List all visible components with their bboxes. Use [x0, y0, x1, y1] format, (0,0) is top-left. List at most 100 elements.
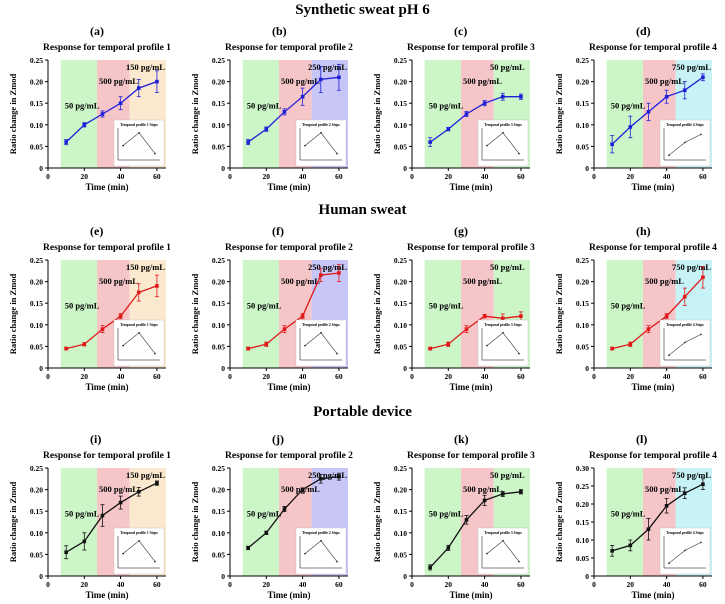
y-axis-label: Ratio change in Zmod [190, 481, 200, 562]
y-tick-label: 0.25 [576, 56, 589, 65]
region-label: 50 pg/mL [611, 509, 646, 519]
inset-box [477, 119, 529, 167]
data-point [610, 549, 614, 553]
y-axis-label: Ratio change in Zmod [8, 73, 18, 154]
series-line [429, 491, 521, 568]
y-tick-label: 0.10 [394, 321, 407, 330]
region-label: 50 pg/mL [490, 62, 525, 72]
y-tick-label: 0 [585, 364, 589, 373]
y-tick-label: 0.15 [576, 299, 589, 308]
region-label: 500 pg/mL [281, 76, 320, 86]
inset-point [486, 344, 488, 347]
x-tick-label: 0 [46, 372, 50, 381]
series-line [430, 315, 521, 350]
data-point [82, 539, 87, 544]
y-tick-label: 0.05 [212, 550, 225, 559]
chart-title: Response for temporal profile 2 [225, 451, 353, 461]
panel-label: (d) [636, 24, 651, 38]
region-label: 750 pg/mL [672, 470, 711, 480]
x-tick-label: 0 [46, 580, 50, 589]
region-band [60, 60, 98, 168]
inset-point [320, 331, 322, 334]
data-point [482, 314, 487, 318]
region-label: 150 pg/mL [126, 62, 165, 72]
region-label: 500 pg/mL [463, 484, 502, 494]
x-tick-label: 0 [410, 172, 414, 181]
inset-point [684, 141, 686, 144]
x-tick-label: 0 [592, 580, 596, 589]
region-label: 750 pg/mL [672, 262, 711, 272]
data-point [318, 273, 323, 277]
x-tick-label: 60 [153, 172, 161, 181]
region-label: 50 pg/mL [247, 509, 282, 519]
x-tick-label: 0 [592, 172, 596, 181]
data-point [64, 550, 68, 555]
data-point [701, 275, 705, 280]
inset-box [113, 119, 165, 167]
data-point [136, 489, 141, 494]
inset-point [154, 152, 156, 155]
chart-title: Response for temporal profile 4 [589, 451, 717, 461]
region-label: 500 pg/mL [281, 484, 320, 494]
chart-k: Response for temporal profile 3 0 0.05 0.10… [372, 451, 535, 600]
inset-box [477, 319, 529, 367]
x-axis-label: Time (min) [449, 590, 492, 600]
x-tick-label: 20 [445, 372, 453, 381]
chart-a: Response for temporal profile 1 0 0.05 0.10… [8, 43, 171, 192]
data-point [428, 140, 432, 144]
y-tick-label: 0.10 [212, 321, 225, 330]
inset-title: Temporal profile 4 Steps [666, 531, 704, 535]
y-tick-label: 0 [221, 364, 225, 373]
inset-point [502, 131, 504, 134]
region-label: 500 pg/mL [281, 276, 320, 286]
x-tick-label: 40 [299, 172, 307, 181]
inset-point [518, 352, 520, 355]
x-tick-label: 0 [410, 372, 414, 381]
data-point [246, 346, 250, 351]
y-tick-label: 0.05 [30, 550, 43, 559]
y-tick-label: 0.20 [212, 78, 225, 87]
x-tick-label: 20 [81, 580, 89, 589]
x-tick-label: 60 [517, 172, 525, 181]
y-tick-label: 0.10 [394, 121, 407, 130]
region-label: 50 pg/mL [611, 301, 646, 311]
data-point [82, 342, 87, 347]
x-tick-label: 0 [592, 372, 596, 381]
inset-point [336, 560, 338, 563]
y-tick-label: 0 [585, 164, 589, 173]
y-tick-label: 0.20 [576, 500, 589, 509]
series-line [612, 483, 704, 552]
inset-point [122, 344, 124, 347]
x-tick-label: 40 [117, 580, 125, 589]
y-tick-label: 0.20 [576, 278, 589, 287]
data-point [682, 88, 687, 93]
data-point [446, 546, 451, 550]
y-tick-label: 0.05 [212, 142, 225, 151]
y-tick-label: 0 [403, 164, 407, 173]
y-axis-label: Ratio change in Zmod [554, 273, 564, 354]
region-label: 50 pg/mL [490, 262, 525, 272]
data-point [300, 94, 305, 99]
x-tick-label: 40 [481, 372, 489, 381]
series-line [66, 285, 158, 350]
data-point [246, 546, 250, 550]
y-tick-label: 0.15 [212, 299, 225, 308]
x-tick-label: 40 [481, 580, 489, 589]
series-line [65, 482, 158, 553]
data-point [500, 94, 505, 99]
y-tick-label: 0.05 [30, 142, 43, 151]
inset-box [295, 527, 347, 575]
x-tick-label: 60 [517, 580, 525, 589]
x-tick-label: 60 [699, 580, 707, 589]
y-tick-label: 0.10 [394, 529, 407, 538]
y-tick-label: 0.20 [212, 278, 225, 287]
section-title-human: Human sweat [318, 202, 407, 218]
region-label: 500 pg/mL [99, 484, 138, 494]
region-label: 250 pg/mL [308, 62, 347, 72]
chart-c: Response for temporal profile 3 0 0.05 0.10… [372, 43, 535, 192]
y-tick-label: 0.15 [30, 99, 43, 108]
region-band [606, 260, 644, 368]
x-tick-label: 60 [335, 580, 343, 589]
x-tick-label: 0 [228, 172, 232, 181]
panel-label: (f) [272, 224, 284, 238]
